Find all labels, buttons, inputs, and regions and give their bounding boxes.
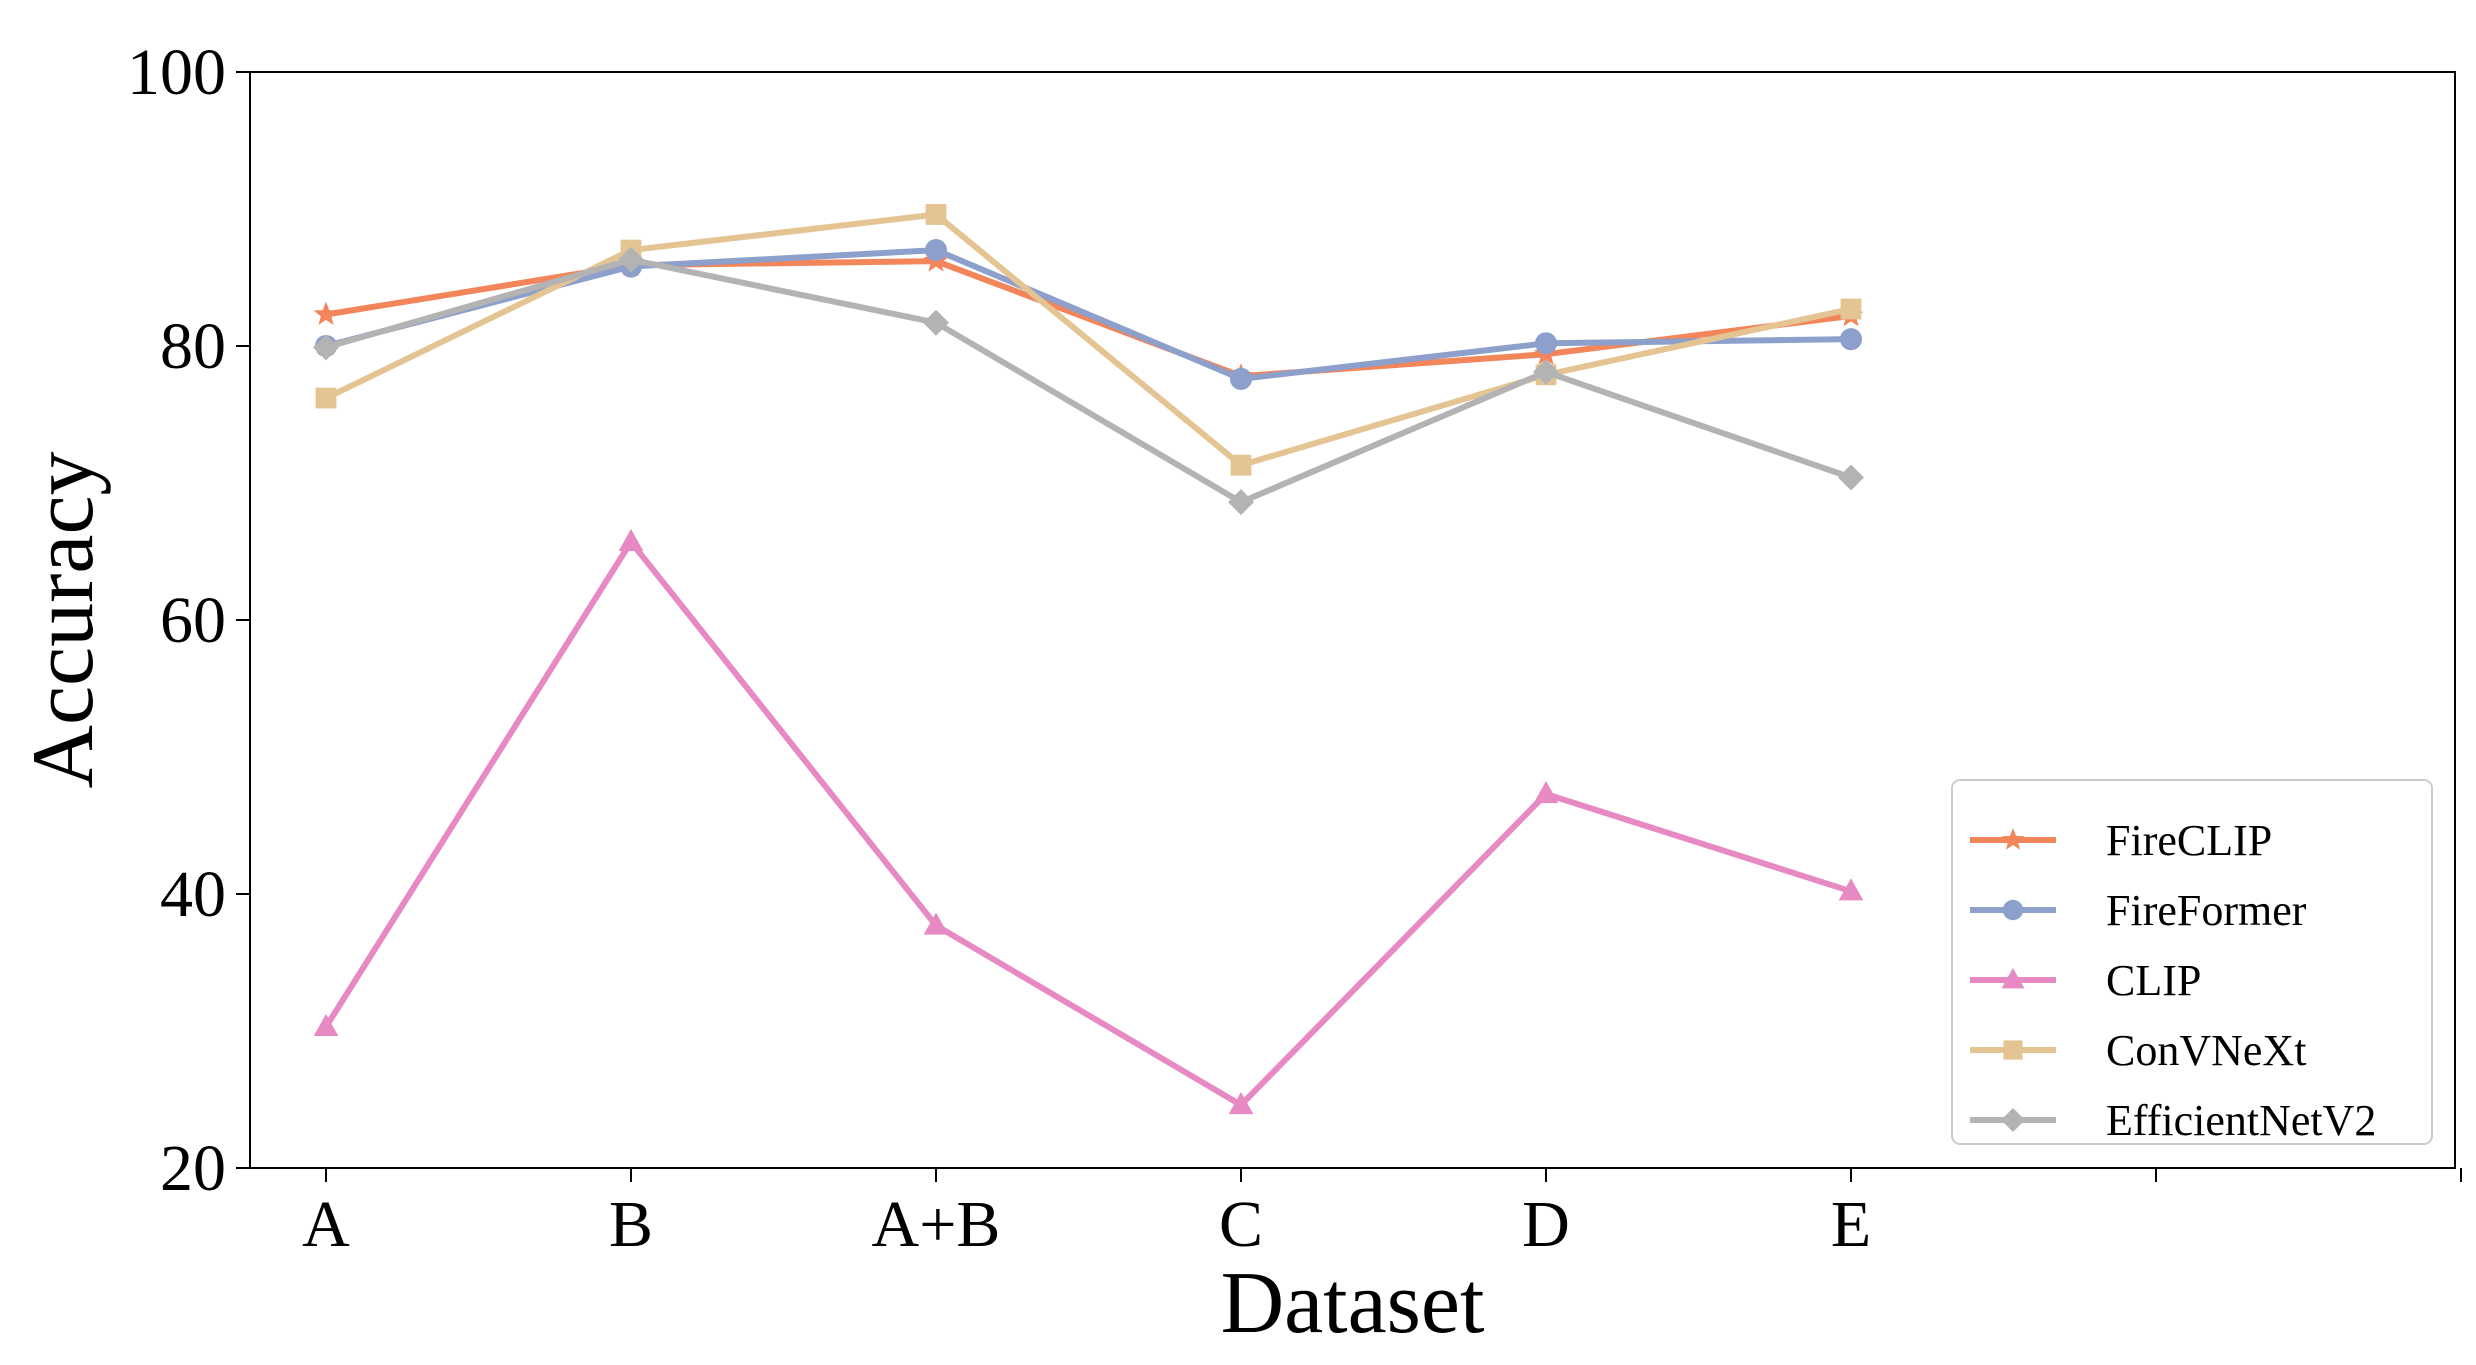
y-tick-label: 100 xyxy=(127,36,226,109)
plot-layer xyxy=(313,204,1864,1115)
y-tick-label: 20 xyxy=(160,1132,226,1205)
legend-marker-fireclip xyxy=(2001,828,2025,850)
data-point-clip xyxy=(1838,878,1864,901)
legend-marker-convnext xyxy=(2003,1040,2023,1060)
legend-entry-clip: CLIP xyxy=(1970,956,2201,1005)
legend-entry-fireformer: FireFormer xyxy=(1970,886,2307,935)
legend-marker-clip xyxy=(2001,968,2025,989)
x-tick-label: A xyxy=(302,1188,350,1261)
legend-label-convnext: ConVNeXt xyxy=(2106,1026,2306,1075)
y-tick-label: 80 xyxy=(160,310,226,383)
data-point-clip xyxy=(1228,1091,1254,1115)
x-tick-label: B xyxy=(609,1188,653,1261)
legend-entry-fireclip: FireCLIP xyxy=(1970,816,2272,865)
data-point-efficientnetv2 xyxy=(1838,464,1864,491)
data-point-clip xyxy=(618,528,644,552)
x-tick-label: E xyxy=(1831,1188,1871,1261)
data-point-fireformer xyxy=(1229,367,1253,390)
series-clip xyxy=(313,528,1864,1115)
legend-label-fireclip: FireCLIP xyxy=(2106,816,2272,865)
axes-layer: 20 40 60 80 100 A B A+B C D E Dataset Accuracy xyxy=(15,36,2462,1352)
data-point-efficientnetv2 xyxy=(1533,359,1559,386)
y-tick-label: 60 xyxy=(160,584,226,657)
legend-entry-efficientnetv2: EfficientNetV2 xyxy=(1970,1096,2376,1145)
data-point-fireformer xyxy=(1534,332,1558,355)
legend-entry-convnext: ConVNeXt xyxy=(1970,1026,2306,1075)
data-point-convnext xyxy=(1230,454,1252,476)
series-line-clip xyxy=(323,538,1854,1108)
legend-box xyxy=(1951,779,2433,1145)
x-axis-title: Dataset xyxy=(1221,1255,1485,1352)
data-point-clip xyxy=(923,912,949,935)
y-axis-title: Accuracy xyxy=(15,451,112,788)
data-point-efficientnetv2 xyxy=(923,309,949,336)
data-point-fireformer xyxy=(1839,328,1863,351)
y-tick-label: 40 xyxy=(160,858,226,931)
x-tick-label: C xyxy=(1219,1188,1263,1261)
data-point-fireclip xyxy=(313,301,339,325)
data-point-clip xyxy=(313,1013,339,1036)
data-point-efficientnetv2 xyxy=(618,246,644,273)
x-tick-label: D xyxy=(1522,1188,1570,1261)
series-line-efficientnetv2 xyxy=(323,256,1854,506)
data-point-efficientnetv2 xyxy=(1228,489,1254,516)
data-point-fireformer xyxy=(924,239,948,262)
data-point-convnext xyxy=(315,387,337,409)
legend-label-fireformer: FireFormer xyxy=(2106,886,2307,935)
data-point-convnext xyxy=(1840,298,1862,320)
legend-label-clip: CLIP xyxy=(2106,956,2201,1005)
series-efficientnetv2 xyxy=(313,246,1864,516)
data-point-efficientnetv2 xyxy=(313,334,339,361)
x-tick-label: A+B xyxy=(872,1188,1001,1261)
legend-marker-fireformer xyxy=(2002,899,2024,921)
legend: FireCLIP FireFormer CLIP ConVNeXt EfficientN… xyxy=(1951,779,2433,1145)
legend-label-efficientnetv2: EfficientNetV2 xyxy=(2106,1096,2376,1145)
series-fireformer xyxy=(314,239,1863,390)
data-point-clip xyxy=(1533,780,1559,804)
legend-marker-efficientnetv2 xyxy=(2001,1108,2025,1132)
data-point-convnext xyxy=(925,204,947,225)
series-line-fireformer xyxy=(323,247,1854,382)
